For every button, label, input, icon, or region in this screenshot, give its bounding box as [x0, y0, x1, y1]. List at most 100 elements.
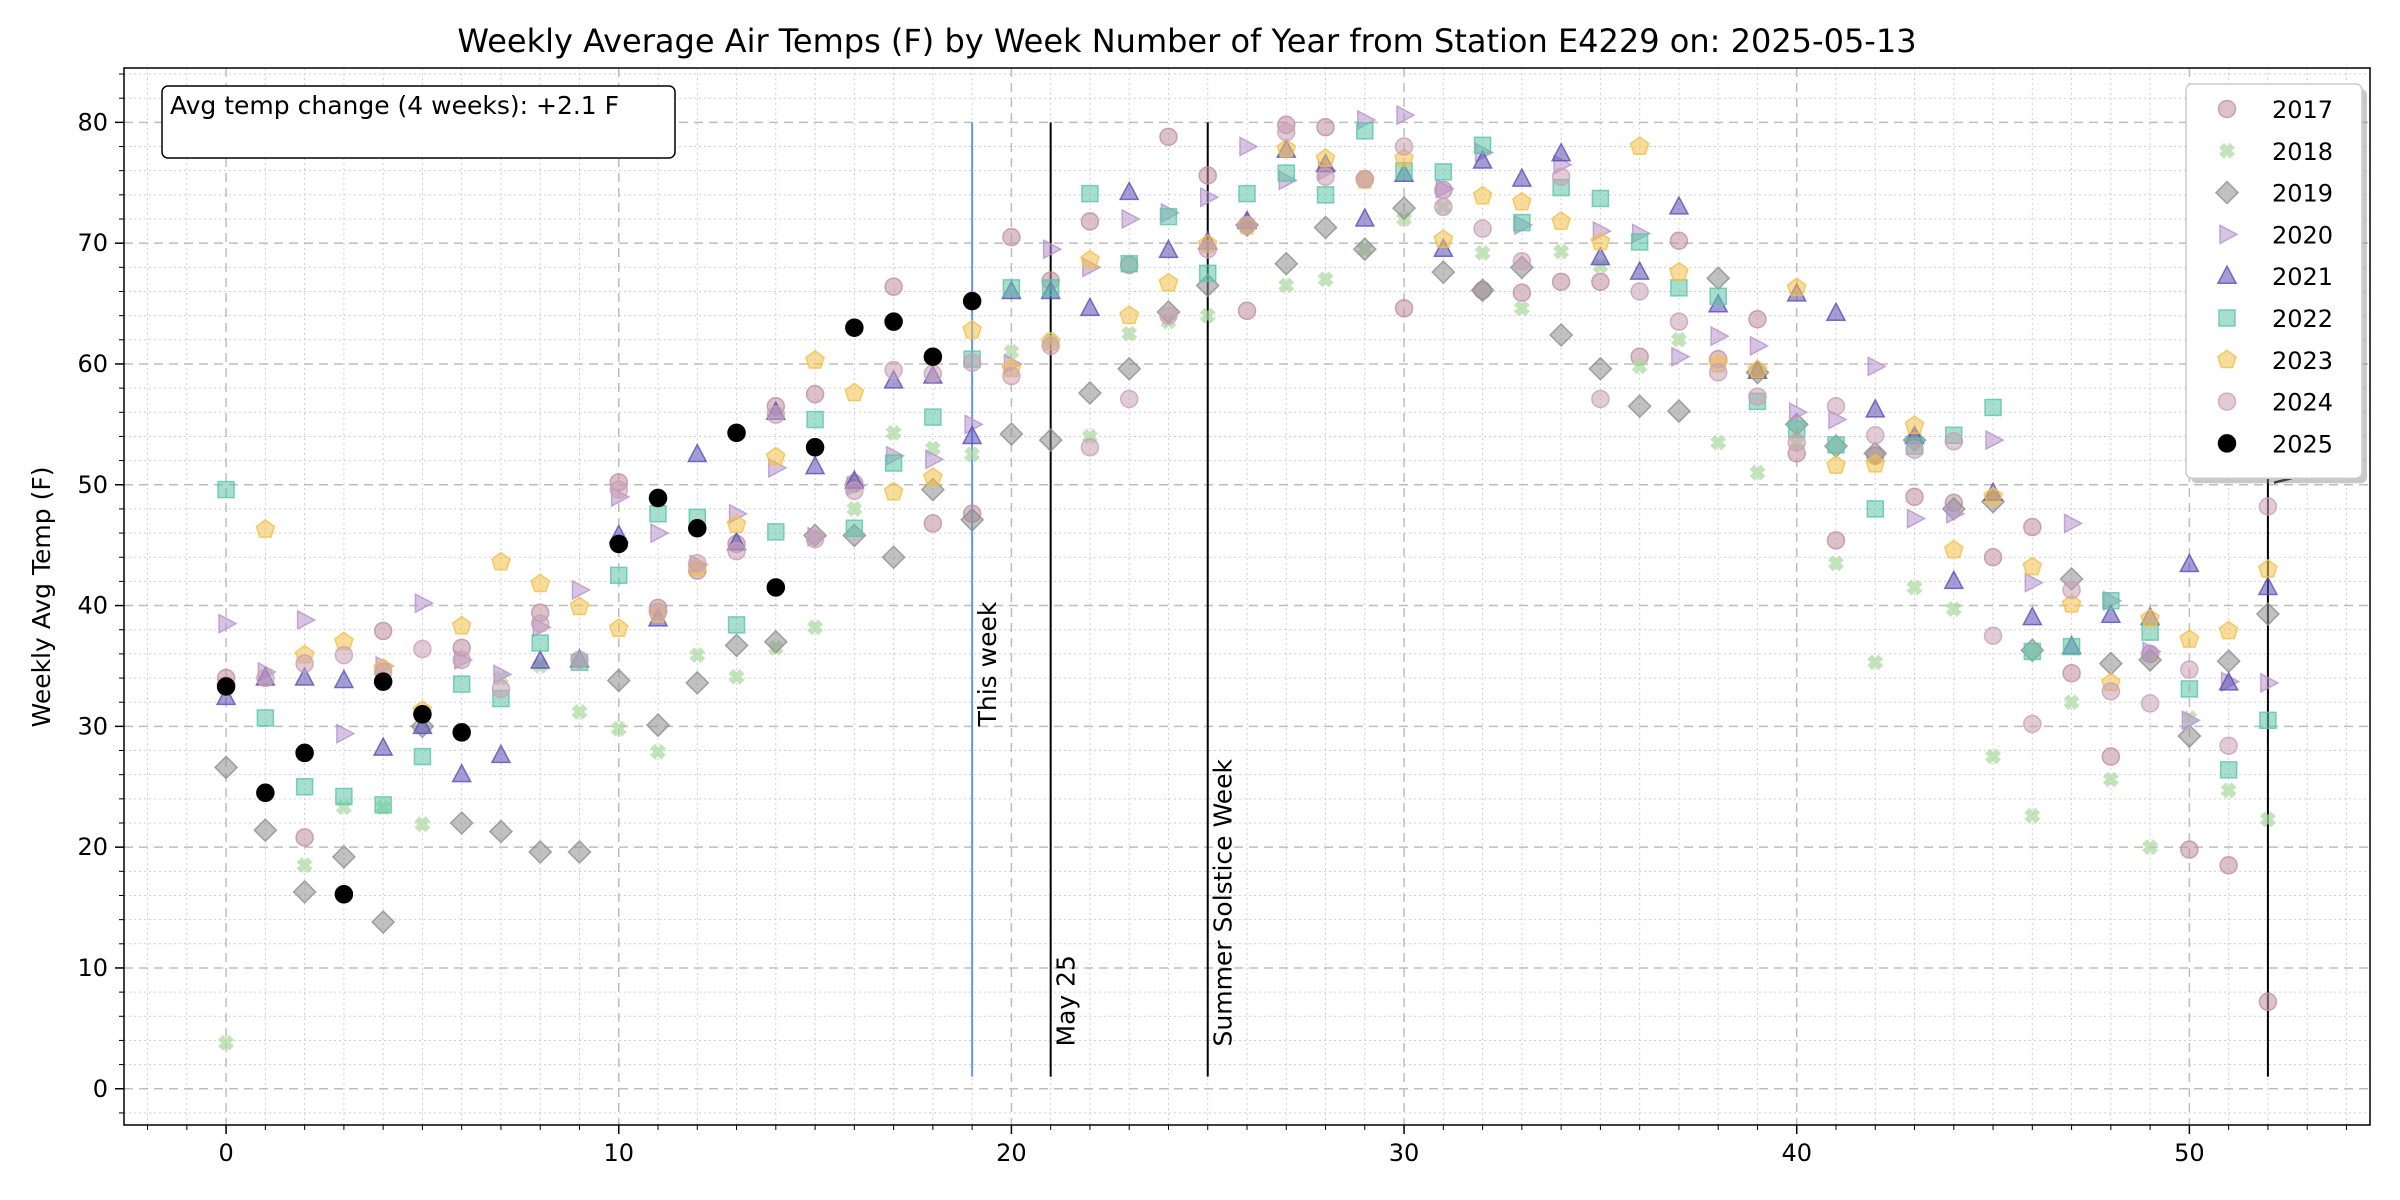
x-tick-label: 20: [996, 1139, 1027, 1167]
legend-label-2017: 2017: [2272, 96, 2333, 124]
point-2024: [1708, 363, 1728, 382]
point-2024: [1787, 433, 1806, 452]
point-2025: [334, 885, 354, 904]
point-2024: [2101, 682, 2121, 701]
point-2024: [609, 480, 628, 499]
point-2017: [1002, 227, 1021, 247]
point-2021: [490, 743, 512, 764]
point-2023: [2022, 556, 2043, 576]
point-2017: [1159, 127, 1178, 147]
point-2019: [1470, 278, 1495, 303]
point-2021: [529, 649, 551, 669]
legend-marker-2018: [2219, 142, 2235, 159]
point-2019: [960, 507, 985, 532]
point-2022: [1630, 233, 1649, 251]
legend-label-2022: 2022: [2272, 305, 2333, 333]
point-2019: [1313, 215, 1338, 240]
point-2024: [1669, 312, 1689, 331]
point-2023: [765, 446, 786, 466]
point-2024: [1159, 306, 1178, 325]
point-2019: [371, 909, 396, 935]
major-grid: [124, 68, 2370, 1125]
point-2024: [1119, 389, 1139, 409]
point-2018: [218, 1034, 235, 1051]
point-2022: [1002, 279, 1021, 297]
point-2020: [1671, 346, 1691, 367]
vertical-line-label: May 25: [1052, 955, 1081, 1046]
point-2017: [2023, 517, 2042, 537]
point-2020: [925, 449, 945, 470]
point-2025: [648, 488, 668, 508]
y-tick-label: 30: [77, 712, 108, 740]
point-2020: [1749, 335, 1770, 357]
point-2022: [1198, 264, 1217, 283]
annotation-text: Avg temp change (4 weeks): +2.1 F: [170, 91, 619, 120]
point-2019: [1077, 380, 1102, 406]
legend-marker-2024: [2217, 392, 2237, 411]
point-2018: [885, 424, 902, 441]
point-2018: [1827, 555, 1844, 572]
x-tick-label: 0: [218, 1139, 233, 1167]
point-2024: [1748, 387, 1767, 406]
legend: 2017 2018 2019 2020 2021 2022 2023 2024 2025: [2185, 83, 2367, 484]
point-2024: [2258, 497, 2278, 516]
point-2022: [295, 778, 314, 796]
point-2021: [961, 424, 983, 445]
point-2020: [1239, 136, 1259, 157]
point-2018: [1317, 271, 1334, 288]
y-tick-label: 0: [93, 1075, 108, 1103]
point-2024: [1866, 425, 1885, 445]
point-2023: [491, 551, 511, 571]
point-2017: [884, 277, 903, 296]
point-2023: [1669, 261, 1689, 281]
point-2024: [1591, 389, 1610, 409]
point-2025: [216, 677, 236, 696]
point-2023: [2140, 608, 2161, 628]
axis-ticks: 0 10 20 30 40 50 0 10 20 30 40 50 60 70 80: [77, 73, 2347, 1167]
point-2018: [1278, 277, 1295, 294]
point-2021: [451, 763, 472, 783]
point-2021: [2100, 603, 2122, 623]
point-2017: [2062, 663, 2081, 683]
point-2023: [805, 349, 825, 369]
point-2018: [414, 816, 431, 833]
point-2022: [2023, 642, 2042, 661]
point-2025: [884, 312, 903, 331]
point-2019: [645, 713, 671, 738]
point-2021: [333, 668, 355, 689]
point-2019: [1352, 237, 1377, 262]
point-2025: [766, 578, 786, 597]
point-2025: [688, 518, 707, 538]
point-2023: [1590, 231, 1611, 251]
point-2024: [1434, 197, 1453, 217]
point-2024: [1277, 122, 1296, 142]
point-2018: [1199, 307, 1216, 324]
point-2022: [217, 480, 235, 499]
point-2023: [530, 573, 551, 593]
point-2024: [1512, 252, 1532, 271]
point-2025: [295, 743, 314, 763]
point-2019: [253, 818, 278, 843]
point-2024: [1630, 282, 1649, 301]
point-2021: [1865, 398, 1886, 418]
point-2021: [1511, 167, 1533, 187]
legend-label-2023: 2023: [2272, 347, 2333, 375]
point-2023: [922, 467, 943, 486]
point-2024: [1394, 137, 1414, 156]
point-2024: [2062, 580, 2081, 600]
y-tick-label: 70: [77, 229, 108, 257]
point-2022: [806, 410, 824, 429]
point-2017: [295, 828, 314, 847]
point-2019: [1117, 356, 1142, 381]
point-2017: [923, 514, 943, 533]
point-2022: [1709, 287, 1727, 306]
point-2022: [609, 566, 628, 585]
point-2022: [256, 709, 275, 727]
point-2017: [1237, 301, 1257, 321]
point-2024: [491, 679, 511, 699]
point-2022: [2102, 591, 2120, 610]
point-2021: [412, 714, 433, 735]
point-2021: [1158, 238, 1179, 259]
point-2018: [964, 446, 981, 463]
point-2021: [2022, 606, 2043, 626]
